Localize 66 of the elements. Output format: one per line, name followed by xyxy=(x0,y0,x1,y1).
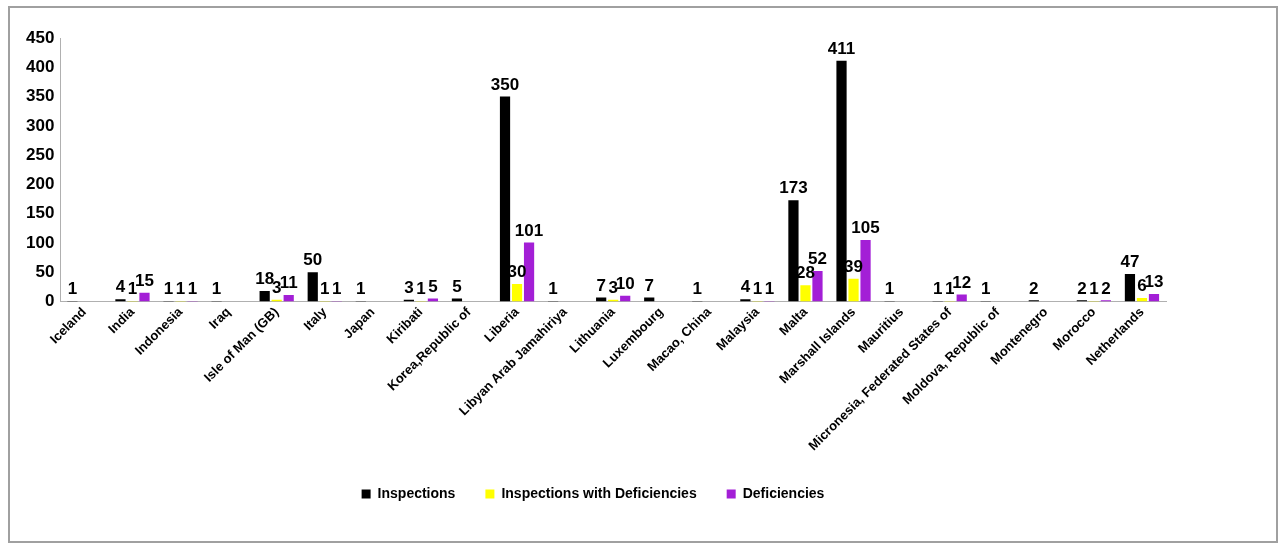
data-label: 1 xyxy=(175,279,186,299)
bar xyxy=(644,297,655,302)
legend-label: Inspections with Deficiencies xyxy=(501,484,697,501)
bar xyxy=(1124,274,1136,302)
bar xyxy=(1148,293,1160,302)
y-tick-label: 100 xyxy=(25,232,55,252)
bar xyxy=(499,96,511,302)
data-label: 411 xyxy=(827,39,856,59)
bar xyxy=(283,295,294,302)
bar xyxy=(511,283,523,302)
data-label: 1 xyxy=(211,279,222,299)
bar xyxy=(788,200,799,302)
data-label: 1 xyxy=(320,279,330,299)
data-label: 173 xyxy=(779,178,808,198)
data-label: 2 xyxy=(1077,278,1087,298)
y-tick-label: 300 xyxy=(25,115,55,135)
data-label: 2 xyxy=(1029,278,1039,298)
bar xyxy=(139,292,150,302)
data-label: 4 xyxy=(115,277,126,297)
data-label: 7 xyxy=(596,275,606,295)
data-label: 5 xyxy=(452,276,462,296)
data-label: 1 xyxy=(356,279,366,299)
y-tick-label: 50 xyxy=(35,261,55,281)
data-label: 1 xyxy=(981,279,991,299)
legend-label: Inspections xyxy=(377,484,456,501)
y-tick-label: 400 xyxy=(25,56,55,76)
data-label: 4 xyxy=(740,277,751,297)
data-label: 350 xyxy=(490,74,520,94)
x-tick-label: Iraq xyxy=(205,304,234,332)
data-label: 2 xyxy=(1101,278,1111,298)
y-tick-label: 350 xyxy=(25,86,55,106)
data-label: 1 xyxy=(1089,279,1099,299)
data-label: 1 xyxy=(764,279,775,299)
data-label: 15 xyxy=(135,270,154,290)
data-label: 1 xyxy=(127,279,138,299)
data-label: 1 xyxy=(416,279,426,299)
data-label: 1 xyxy=(548,279,558,299)
data-label: 1 xyxy=(332,279,342,299)
bar xyxy=(596,297,607,302)
bar xyxy=(800,285,811,302)
data-label: 1 xyxy=(187,279,198,299)
data-label: 1 xyxy=(884,279,895,299)
data-label: 1 xyxy=(692,279,703,299)
data-label: 1 xyxy=(752,279,763,299)
data-label: 3 xyxy=(404,277,414,297)
data-label: 1 xyxy=(163,279,174,299)
data-label: 105 xyxy=(851,218,880,238)
bar xyxy=(307,272,318,302)
data-label: 1 xyxy=(67,279,78,299)
data-label: 7 xyxy=(644,275,654,295)
y-tick-label: 150 xyxy=(25,203,55,223)
y-tick-label: 200 xyxy=(25,174,55,194)
y-tick-label: 0 xyxy=(44,291,55,311)
y-tick-label: 250 xyxy=(25,144,55,164)
data-label: 5 xyxy=(428,276,438,296)
bar xyxy=(115,299,126,302)
bar xyxy=(259,290,270,302)
data-label: 47 xyxy=(1120,252,1140,272)
bar xyxy=(836,60,847,302)
bar xyxy=(848,278,859,302)
legend-label: Deficiencies xyxy=(742,484,825,501)
data-label: 101 xyxy=(514,220,544,240)
data-label: 1 xyxy=(932,279,943,299)
y-tick-label: 450 xyxy=(25,27,55,47)
data-label: 50 xyxy=(303,250,323,270)
data-label: 12 xyxy=(952,272,972,292)
